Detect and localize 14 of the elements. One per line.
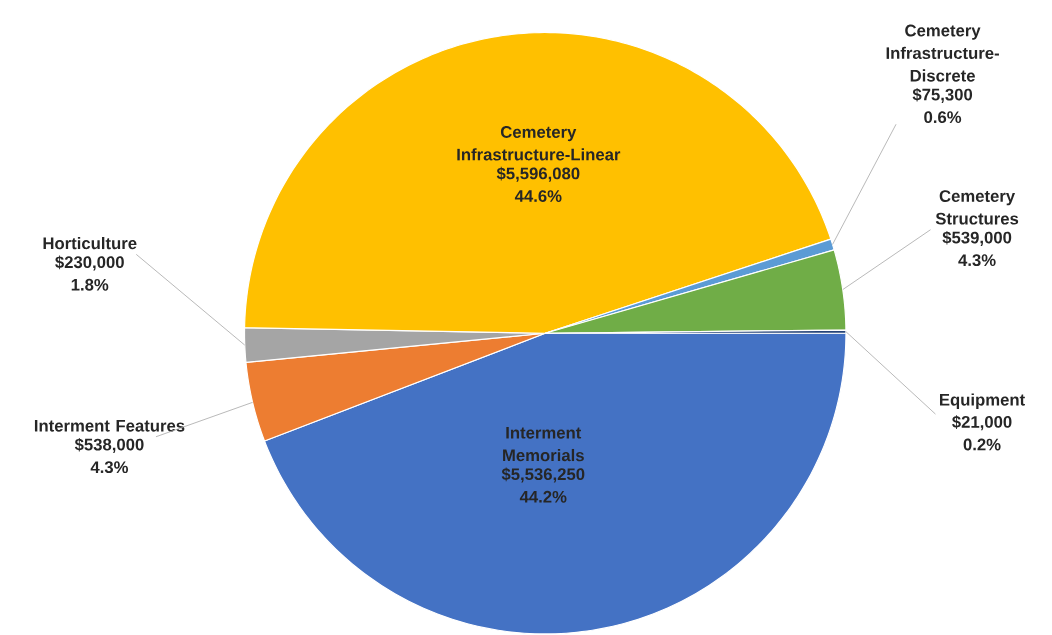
slice-label: Cemetery Structures bbox=[935, 190, 1019, 225]
data-label: $230,000 1.8% bbox=[55, 255, 124, 291]
data-label: $5,596,080 44.6% bbox=[496, 167, 580, 203]
data-label: $538,000 4.3% bbox=[74, 438, 144, 474]
data-label: $539,000 4.3% bbox=[942, 231, 1012, 267]
data-label: $5,536,250 44.2% bbox=[501, 467, 585, 503]
slice-label: Interment Memorials bbox=[503, 427, 584, 462]
data-label: $21,000 0.2% bbox=[952, 415, 1012, 451]
slice-label: Interment Features bbox=[34, 420, 185, 432]
data-label: $75,300 0.6% bbox=[912, 88, 973, 124]
slice-label: Equipment bbox=[940, 393, 1025, 410]
slice-label: Cemetery Infrastructure-Discrete bbox=[886, 24, 999, 82]
slice-label: Horticulture bbox=[43, 237, 137, 250]
slice-label: Cemetery Infrastructure-Linear bbox=[457, 126, 621, 161]
